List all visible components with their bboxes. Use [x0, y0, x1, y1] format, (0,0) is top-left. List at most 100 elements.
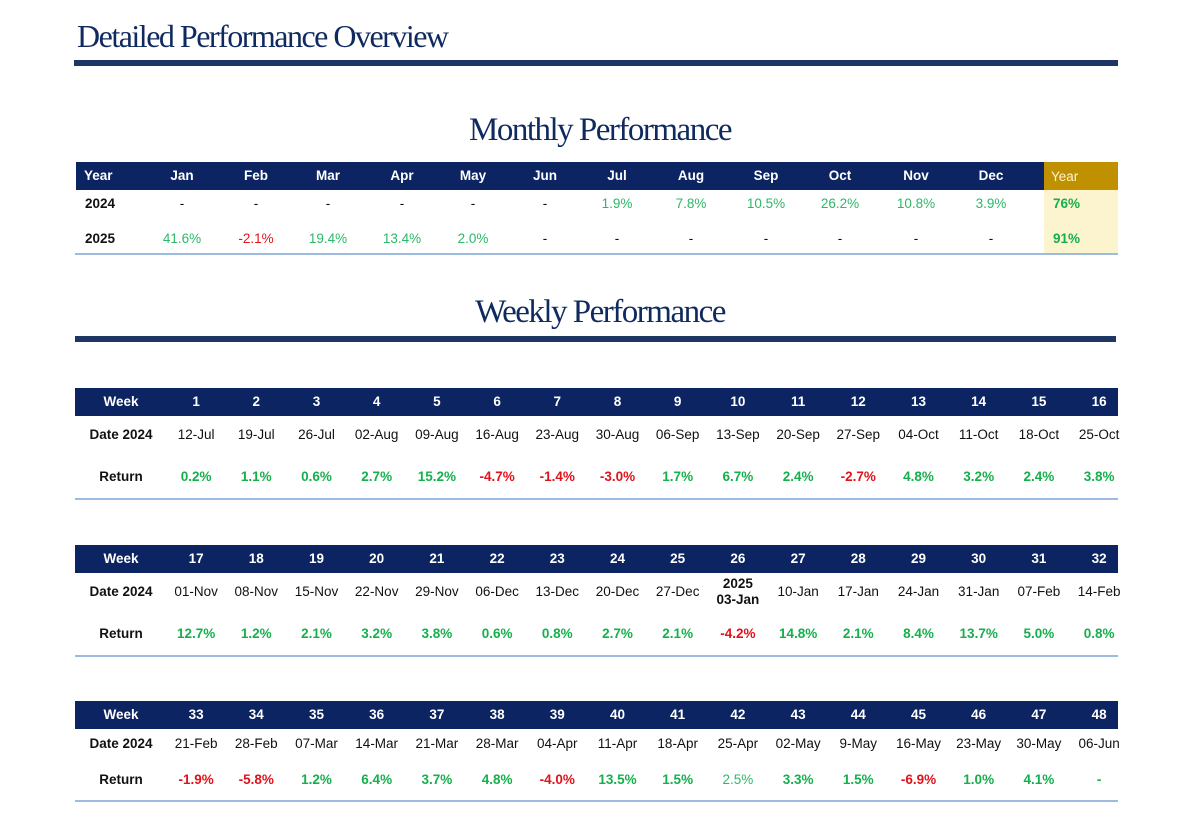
- week-number: 44: [850, 707, 866, 723]
- row-year-label: 2024: [85, 196, 116, 212]
- month-header: Aug: [677, 168, 705, 184]
- weekly-return-cell: 15.2%: [417, 469, 457, 485]
- week-number: 42: [730, 707, 746, 723]
- week-number: 10: [730, 394, 746, 410]
- monthly-return-cell: 7.8%: [675, 196, 707, 212]
- weekly-return-cell: 4.8%: [481, 772, 513, 788]
- date-cell: 10-Jan: [777, 584, 819, 600]
- monthly-return-cell: -: [399, 196, 405, 212]
- week-number: 22: [489, 551, 505, 567]
- week-number: 2: [252, 394, 261, 410]
- monthly-return-cell: 1.9%: [601, 196, 633, 212]
- weekly-return-cell: 2.4%: [782, 469, 814, 485]
- monthly-return-cell: -: [542, 196, 548, 212]
- weekly-return-cell: 3.8%: [1083, 469, 1115, 485]
- weekly-return-cell: 3.3%: [782, 772, 814, 788]
- week-number: 13: [910, 394, 926, 410]
- weekly-return-cell: -4.2%: [720, 626, 756, 642]
- date-cell: 26-Jul: [298, 427, 335, 443]
- weekly-return-cell: 3.2%: [361, 626, 393, 642]
- week-number: 23: [549, 551, 565, 567]
- date-value: 03-Jan: [716, 592, 760, 607]
- monthly-return-cell: -: [179, 196, 185, 212]
- date-cell: 04-Apr: [537, 736, 578, 752]
- date-cell: 18-Oct: [1018, 427, 1060, 443]
- week-number: 40: [609, 707, 625, 723]
- weekly-return-cell: 2.1%: [842, 626, 874, 642]
- weekly-header-band: [75, 388, 1118, 416]
- weekly-return-cell: -1.9%: [178, 772, 214, 788]
- weekly-return-cell: -3.0%: [599, 469, 636, 485]
- week-number: 43: [790, 707, 806, 723]
- week-number: 32: [1091, 551, 1107, 567]
- week-number: 16: [1091, 394, 1107, 410]
- monthly-return-cell: 3.9%: [975, 196, 1007, 212]
- date-cell: 07-Feb: [1017, 584, 1061, 600]
- date-cell: 30-May: [1016, 736, 1062, 752]
- date-cell: 16-Aug: [475, 427, 519, 443]
- week-number: 31: [1031, 551, 1047, 567]
- weekly-return-cell: -1.4%: [539, 469, 575, 485]
- date-label: Date 2024: [89, 736, 153, 752]
- week-number: 27: [790, 551, 806, 567]
- month-header: Mar: [315, 168, 340, 184]
- week-number: 6: [493, 394, 501, 410]
- weekly-return-cell: 4.1%: [1023, 772, 1055, 788]
- week-number: 20: [369, 551, 385, 567]
- week-number: 7: [553, 394, 562, 410]
- week-number: 25: [670, 551, 686, 567]
- week-number: 47: [1031, 707, 1047, 723]
- monthly-return-cell: 26.2%: [820, 196, 860, 212]
- document-title: Detailed Performance Overview: [77, 18, 449, 54]
- date-cell: 21-Mar: [415, 736, 459, 752]
- weekly-return-cell: 2.5%: [722, 772, 754, 788]
- date-cell: 24-Jan: [897, 584, 940, 600]
- date-cell: 9-May: [839, 736, 878, 752]
- monthly-return-cell: -: [253, 196, 259, 212]
- weekly-bottom-rule: [75, 800, 1118, 802]
- date-cell: 15-Nov: [294, 584, 339, 600]
- date-label: Date 2024: [89, 427, 153, 443]
- weekly-return-cell: -2.7%: [840, 469, 876, 485]
- weekly-return-cell: 3.7%: [421, 772, 453, 788]
- date-cell: 11-Oct: [958, 427, 999, 443]
- weekly-bottom-rule: [75, 498, 1118, 500]
- weekly-return-cell: -4.0%: [539, 772, 575, 788]
- monthly-return-cell: 10.5%: [746, 196, 786, 212]
- week-number: 12: [850, 394, 866, 410]
- weekly-return-cell: 5.0%: [1023, 626, 1055, 642]
- date-cell-year-start: 2025 03-Jan: [708, 573, 768, 611]
- week-number: 33: [188, 707, 204, 723]
- month-header: Sep: [753, 168, 779, 184]
- row-year-label: 2025: [85, 231, 116, 247]
- week-number: 8: [613, 394, 622, 410]
- date-cell: 28-Feb: [234, 736, 278, 752]
- date-cell: 18-Apr: [657, 736, 698, 752]
- week-number: 18: [248, 551, 264, 567]
- return-label: Return: [99, 626, 143, 642]
- weekly-return-cell: 1.5%: [842, 772, 874, 788]
- date-cell: 16-May: [895, 736, 941, 752]
- month-header: Jun: [532, 168, 557, 184]
- weekly-return-cell: 1.5%: [662, 772, 694, 788]
- date-cell: 27-Sep: [836, 427, 881, 443]
- week-label: Week: [103, 394, 139, 410]
- weekly-return-cell: 13.5%: [598, 772, 637, 788]
- weekly-return-cell: 8.4%: [903, 626, 934, 642]
- year-total-column: [1044, 190, 1118, 253]
- week-number: 14: [971, 394, 987, 410]
- month-header: Nov: [903, 168, 929, 184]
- weekly-return-cell: 3.8%: [421, 626, 453, 642]
- week-number: 3: [312, 394, 321, 410]
- monthly-return-cell: -: [614, 231, 620, 247]
- date-cell: 11-Apr: [597, 736, 638, 752]
- week-number: 35: [308, 707, 324, 723]
- monthly-return-cell: -: [763, 231, 769, 247]
- weekly-return-cell: 2.7%: [602, 626, 633, 642]
- week-number: 5: [433, 394, 441, 410]
- weekly-return-cell: 6.4%: [361, 772, 393, 788]
- date-cell: 29-Nov: [415, 584, 459, 600]
- year-total-value: 91%: [1053, 231, 1081, 247]
- weekly-header-band: [75, 701, 1118, 729]
- weekly-return-cell: 2.1%: [662, 626, 694, 642]
